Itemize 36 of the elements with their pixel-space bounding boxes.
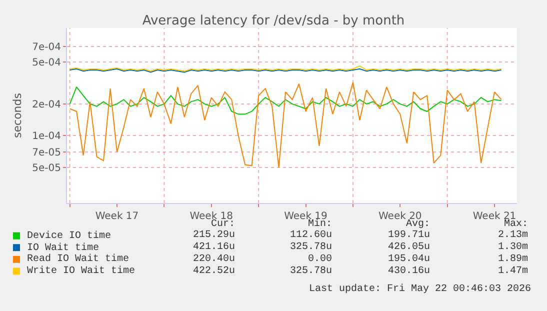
y-tick-label: 2e-04 xyxy=(32,99,61,110)
x-tick-label: Week 17 xyxy=(95,211,139,222)
text: 1.30m xyxy=(498,242,528,253)
y-axis-title: seconds xyxy=(10,92,24,138)
text: Max: xyxy=(504,219,528,230)
text: 2.13m xyxy=(498,230,528,241)
y-tick-label: 7e-05 xyxy=(32,148,61,159)
y-tick-label: 5e-04 xyxy=(32,57,61,68)
chart-title: Average latency for /dev/sda - by month xyxy=(142,14,405,29)
text: 421.16u xyxy=(193,242,236,253)
line-series xyxy=(69,86,502,115)
legend-label: Device IO time xyxy=(27,230,112,242)
text: 325.78u xyxy=(290,266,332,277)
text: 426.05u xyxy=(388,242,430,253)
text: 215.29u xyxy=(193,230,236,241)
text: 195.04u xyxy=(388,254,430,265)
text: Avg: xyxy=(406,219,430,230)
text: 430.16u xyxy=(388,266,430,277)
text: Cur: xyxy=(211,219,236,230)
text: 422.52u xyxy=(193,266,236,277)
text: Min: xyxy=(308,218,332,230)
text: 0.00 xyxy=(308,254,332,265)
text: 325.78u xyxy=(290,242,332,253)
y-tick-label: 5e-05 xyxy=(32,162,61,174)
legend-label: IO Wait time xyxy=(27,242,100,254)
text: 199.71u xyxy=(388,230,430,241)
y-tick-label: 1e-04 xyxy=(32,131,61,142)
text: 1.47m xyxy=(498,266,528,277)
legend-label: Write IO Wait time xyxy=(27,265,136,277)
text: 220.40u xyxy=(193,254,236,265)
line-series xyxy=(69,82,502,168)
text: 112.60u xyxy=(290,230,332,241)
legend-label: Read IO Wait time xyxy=(27,253,130,265)
y-tick-label: 7e-04 xyxy=(32,42,61,54)
text: Last update: Fri May 22 00:46:03 2026 xyxy=(309,283,532,295)
text: 1.89m xyxy=(498,254,528,265)
